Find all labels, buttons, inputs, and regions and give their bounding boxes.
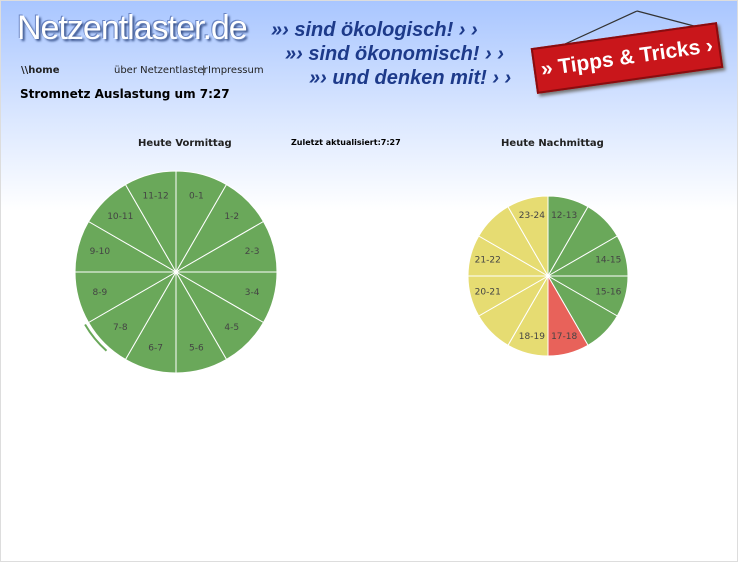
home-link[interactable]: \\home <box>21 65 60 76</box>
segment-label: 1-2 <box>224 212 239 222</box>
segment-label: 14-15 <box>595 255 621 265</box>
segment-label: 20-21 <box>475 288 501 298</box>
clock-segment <box>507 195 549 278</box>
logo[interactable]: Netzentlaster.de <box>17 9 248 47</box>
segment-label: 5-6 <box>189 344 204 354</box>
segment-label: 4-5 <box>224 323 239 333</box>
segment-label: 3-4 <box>245 288 260 298</box>
updated: Zuletzt aktualisiert:7:27 <box>291 138 401 147</box>
segment-label: 2-3 <box>245 247 260 257</box>
segment-label: 17-18 <box>551 332 577 342</box>
segment-label: 18-19 <box>519 332 545 342</box>
segment-label: 23-24 <box>519 211 545 221</box>
segment-label: 21-22 <box>475 255 501 265</box>
segment-label: 15-16 <box>595 288 621 298</box>
clock-title: Heute Vormittag <box>138 138 232 149</box>
tagline: »› und denken mit! › › <box>309 67 512 89</box>
segment-label: 9-10 <box>90 247 111 257</box>
segment-label: 10-11 <box>107 212 133 222</box>
segment-label: 12-13 <box>551 211 577 221</box>
segment-label: 6-7 <box>148 344 163 354</box>
segment-label: 11-12 <box>143 191 169 201</box>
segment-label: 8-9 <box>93 288 108 298</box>
segment-label: 7-8 <box>113 323 128 333</box>
segment-label: 0-1 <box>189 191 204 201</box>
tagline: »› sind ökonomisch! › › <box>285 43 504 65</box>
nav-separator: | <box>202 65 206 76</box>
nav-link[interactable]: über Netzentlaster <box>114 65 208 76</box>
current-time-arc <box>84 323 108 352</box>
clock-title: Heute Nachmittag <box>501 138 604 149</box>
nav-link[interactable]: Impressum <box>208 65 264 76</box>
clock-segment <box>124 170 177 274</box>
heading: Stromnetz Auslastung um 7:27 <box>20 87 230 101</box>
tagline: »› sind ökologisch! › › <box>271 19 478 41</box>
